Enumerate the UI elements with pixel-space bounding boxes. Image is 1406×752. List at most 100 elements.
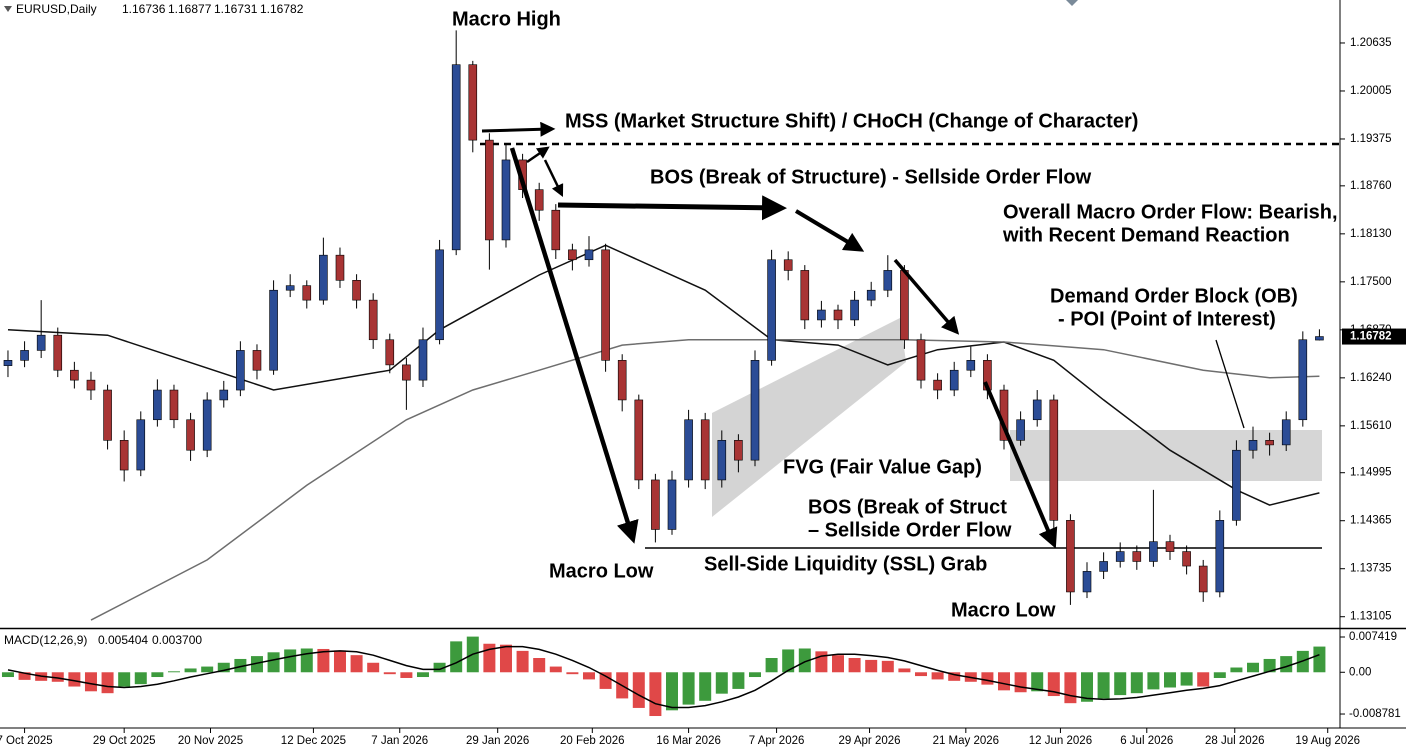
macd-bar	[732, 672, 745, 689]
macd-bar	[582, 672, 595, 680]
macd-bar	[317, 648, 330, 673]
candle-body	[1016, 419, 1025, 441]
macd-bar	[1197, 672, 1210, 687]
macd-bar	[516, 650, 529, 673]
macd-bar	[765, 658, 778, 673]
macd-bar	[184, 668, 197, 673]
candle-body	[252, 350, 262, 371]
candles	[3, 30, 1324, 605]
candle-body	[136, 419, 146, 471]
candle-body	[1049, 399, 1059, 521]
macd-bar	[118, 672, 131, 687]
candle-body	[717, 440, 727, 481]
macd-bar	[981, 672, 994, 685]
candle-body	[53, 334, 63, 371]
macd-bar	[649, 672, 662, 717]
candle-body	[933, 379, 942, 391]
candle-body	[568, 249, 577, 261]
candle-body	[368, 299, 378, 341]
candle-body	[1215, 520, 1225, 593]
candle-body	[186, 419, 195, 451]
candle-body	[1132, 551, 1142, 562]
candle-body	[1165, 541, 1175, 552]
macd-bar	[948, 672, 961, 681]
candle-body	[667, 479, 677, 530]
candle-body	[750, 360, 760, 461]
macd-bar	[134, 672, 147, 685]
macd-bar	[748, 672, 761, 678]
candle-body	[1315, 336, 1324, 341]
macd-bar	[1180, 672, 1193, 686]
y-tick-label: 1.18130	[1350, 228, 1392, 240]
macd-bar	[931, 672, 944, 680]
macd-bar	[1081, 672, 1094, 702]
macd-bar	[51, 672, 64, 682]
macd-y-tick-label: -0.008781	[1349, 708, 1401, 720]
candle-body	[435, 249, 444, 341]
macd-bar	[1280, 656, 1293, 673]
candle-body	[269, 289, 278, 371]
candle-body	[1265, 440, 1274, 446]
annotation: FVG (Fair Value Gap)	[783, 456, 982, 478]
macd-bar	[599, 672, 612, 689]
candle-body	[866, 289, 876, 301]
x-tick-label: 20 Nov 2025	[178, 735, 243, 747]
macd-bar	[1313, 646, 1326, 673]
annotation: Macro High	[452, 8, 561, 30]
candle-body	[949, 369, 959, 391]
close-value: 1.16782	[260, 2, 304, 16]
candle-body	[1066, 520, 1075, 593]
candle-body	[833, 309, 843, 321]
macd-bar	[300, 648, 313, 673]
annotation: Demand Order Block (OB)	[1050, 285, 1298, 307]
macd-bar	[1114, 672, 1127, 696]
candle-body	[584, 249, 594, 261]
candle-body	[601, 249, 610, 361]
arrow	[526, 146, 550, 164]
x-tick-label: 7 Oct 2025	[0, 735, 53, 747]
annotation: MSS (Market Structure Shift) / CHoCH (Ch…	[565, 110, 1138, 132]
macd-bar	[1130, 672, 1143, 694]
candle-body	[1281, 419, 1291, 446]
macd-bar	[1064, 672, 1077, 704]
candle-body	[169, 389, 179, 421]
annotation: Macro Low	[549, 560, 654, 582]
price-label-box	[1342, 328, 1406, 345]
y-tick-label: 1.18760	[1350, 180, 1392, 192]
annotation: with Recent Demand Reaction	[1002, 224, 1290, 246]
x-tick-label: 7 Apr 2026	[749, 735, 805, 747]
annotation: Macro Low	[951, 599, 1056, 621]
candle-body	[119, 440, 129, 471]
macd-y-tick-label: 0.007419	[1349, 631, 1397, 643]
candle-body	[501, 159, 511, 241]
x-tick-label: 29 Oct 2025	[93, 735, 156, 747]
candle-body	[850, 299, 859, 321]
candle-body	[1032, 399, 1042, 421]
x-tick-label: 20 Feb 2026	[560, 735, 625, 747]
macd-bar	[284, 649, 297, 673]
macd-bar	[1247, 662, 1260, 673]
candle-body	[20, 350, 29, 361]
macd-bar	[898, 668, 911, 673]
y-tick-label: 1.13105	[1350, 611, 1392, 623]
macd-bar	[84, 672, 97, 692]
signal-line	[7, 645, 1320, 709]
candle-body	[1082, 571, 1092, 593]
macd-bar	[18, 672, 31, 680]
candle-body	[3, 360, 13, 366]
candle-body	[966, 360, 976, 371]
macd-bar	[549, 666, 562, 673]
menu-icon[interactable]	[4, 6, 12, 12]
annotation: BOS (Break of Struct	[808, 496, 1007, 518]
price-label: 1.16782	[1350, 331, 1392, 343]
macd-bar	[1230, 667, 1243, 673]
candle-body	[103, 389, 112, 441]
annotation: - POI (Point of Interest)	[1058, 308, 1276, 330]
macd-bar	[566, 672, 579, 675]
macd-bar	[881, 660, 894, 673]
macd-bar	[416, 672, 429, 678]
candle-body	[684, 419, 693, 481]
candle-body	[1182, 551, 1191, 567]
fvg-zone	[712, 318, 906, 517]
